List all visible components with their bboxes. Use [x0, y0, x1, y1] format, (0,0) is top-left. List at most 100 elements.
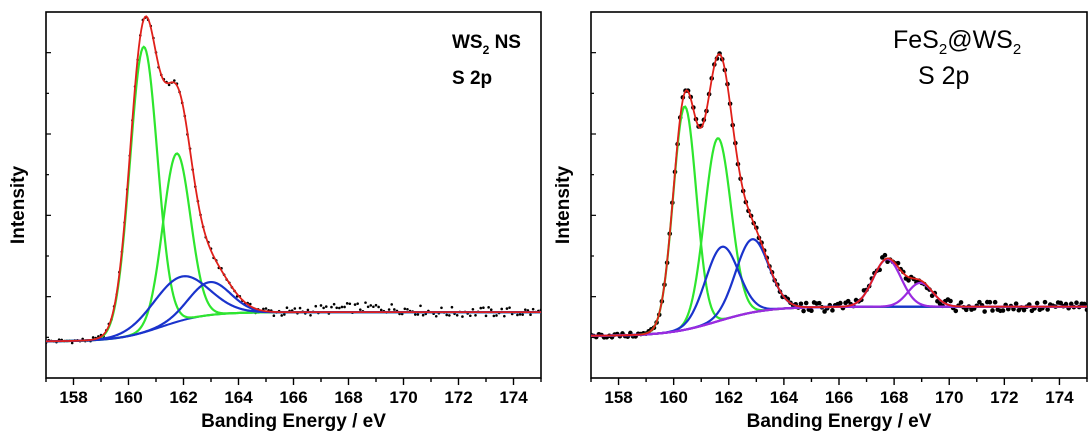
data-point	[990, 308, 995, 313]
data-point	[340, 305, 344, 309]
data-point	[330, 305, 333, 309]
data-point	[1074, 300, 1079, 306]
data-point	[516, 313, 519, 317]
data-point	[503, 314, 506, 318]
data-point	[364, 301, 367, 304]
data-point	[1000, 308, 1006, 313]
data-point	[335, 306, 339, 310]
data-point	[1058, 300, 1064, 306]
x-tick-label: 174	[499, 388, 528, 407]
data-point	[523, 308, 527, 311]
data-point	[817, 300, 822, 306]
data-point	[345, 302, 349, 305]
data-point	[508, 306, 511, 309]
data-point	[264, 307, 268, 310]
data-point	[293, 307, 297, 310]
data-point	[262, 307, 265, 311]
x-axis-title: Banding Energy / eV	[747, 411, 932, 432]
x-tick-label: 166	[825, 388, 853, 407]
sample-label: WS2 NS	[452, 32, 521, 57]
x-tick-label: 170	[935, 388, 963, 407]
x-tick-label: 160	[114, 388, 142, 407]
fit-component-3	[46, 275, 541, 343]
fit-component-4	[591, 238, 1087, 337]
data-point	[539, 308, 541, 312]
data-point	[440, 306, 443, 310]
data-point	[471, 307, 475, 311]
data-point	[521, 313, 524, 316]
data-point	[958, 300, 964, 305]
data-point	[348, 302, 352, 306]
x-tick-label: 158	[604, 388, 632, 407]
data-point	[421, 313, 425, 317]
fit-component-3	[591, 245, 1087, 337]
data-point	[298, 306, 302, 310]
data-point	[272, 314, 276, 317]
data-point	[324, 305, 328, 308]
data-point	[803, 300, 809, 306]
x-tick-label: 172	[990, 388, 1018, 407]
data-point	[1063, 301, 1069, 307]
envelope-fit-line	[591, 53, 1087, 337]
data-point	[495, 314, 498, 317]
x-tick-label: 160	[659, 388, 687, 407]
x-tick-label: 164	[224, 388, 253, 407]
data-point	[314, 304, 318, 308]
data-point	[173, 79, 176, 82]
data-point	[70, 341, 74, 345]
data-point	[285, 306, 289, 310]
data-point	[377, 305, 380, 309]
data-point	[1084, 307, 1087, 313]
data-point	[482, 306, 485, 310]
x-tick-label: 168	[334, 388, 362, 407]
data-point	[356, 302, 359, 305]
chart-panel-2: 158 160 162 164 166 168 170 172 174 Banding Energ…	[553, 11, 1088, 432]
data-point	[953, 308, 959, 314]
data-point	[461, 315, 464, 318]
data-point	[822, 309, 827, 314]
data-point	[531, 307, 535, 311]
data-point	[479, 306, 483, 310]
y-axis-title: Intensity	[8, 166, 29, 245]
data-point	[450, 305, 454, 309]
x-tick-label: 168	[880, 388, 908, 407]
x-tick-label: 170	[389, 388, 417, 407]
data-point	[400, 312, 404, 316]
data-point	[948, 298, 953, 304]
data-point	[434, 314, 438, 318]
x-tick-label: 166	[279, 388, 307, 407]
data-point	[343, 305, 346, 309]
data-point	[468, 314, 472, 318]
data-point	[1021, 307, 1027, 313]
data-point	[319, 304, 323, 307]
data-point	[492, 314, 496, 318]
measured-data-points	[46, 16, 541, 345]
data-point	[1005, 306, 1011, 312]
data-point	[309, 313, 312, 317]
data-point	[1034, 300, 1040, 306]
data-point	[838, 300, 843, 306]
data-point	[798, 301, 804, 307]
data-point	[448, 314, 451, 317]
data-point	[91, 336, 95, 339]
data-point	[322, 306, 325, 310]
data-point	[518, 313, 522, 316]
x-tick-label: 164	[770, 388, 799, 407]
data-point	[987, 299, 993, 305]
data-point	[992, 299, 998, 305]
y-axis-title: Intensity	[553, 166, 574, 245]
data-point	[387, 308, 391, 311]
data-point	[845, 298, 851, 304]
data-point	[510, 312, 514, 316]
data-point	[366, 305, 370, 309]
data-point	[413, 313, 417, 316]
data-point	[369, 304, 373, 307]
orbital-label: S 2p	[918, 62, 969, 90]
data-point	[283, 313, 286, 316]
data-point	[338, 306, 341, 310]
data-point	[374, 303, 378, 307]
data-point	[167, 83, 171, 87]
data-point	[1042, 299, 1048, 305]
data-point	[982, 309, 987, 314]
